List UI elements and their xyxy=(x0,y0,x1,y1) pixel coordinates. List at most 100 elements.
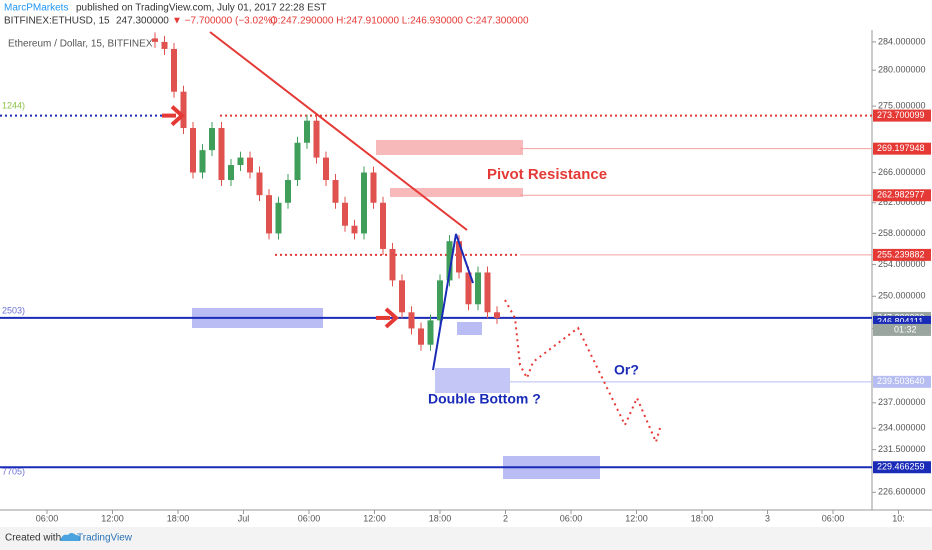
candle xyxy=(152,38,158,42)
candle xyxy=(304,120,310,143)
x-tick-label: 3 xyxy=(765,513,770,523)
x-tick-label: 12:00 xyxy=(363,513,386,523)
x-tick-label: 06:00 xyxy=(822,513,845,523)
candle xyxy=(399,280,405,313)
candle xyxy=(437,280,443,321)
candle xyxy=(380,202,386,249)
price-tag xyxy=(873,109,931,122)
price-tag-label: 229.466259 xyxy=(877,462,925,472)
timer: 01:32 xyxy=(894,324,917,334)
candle xyxy=(218,128,225,181)
logo xyxy=(60,533,81,541)
candle xyxy=(180,91,187,129)
price-tag-label: 246.804111 xyxy=(877,316,923,326)
x-tick-label: 18:00 xyxy=(429,513,452,523)
candle xyxy=(256,172,263,196)
candle xyxy=(199,150,206,173)
candle xyxy=(475,272,481,305)
candle xyxy=(484,272,491,313)
arrow-head xyxy=(170,105,185,127)
y-tick-label: 226.600000 xyxy=(878,487,926,497)
candle xyxy=(247,157,253,173)
y-tick-label: 262.000000 xyxy=(878,197,926,207)
candle xyxy=(190,128,196,173)
x-tick-label: 18:00 xyxy=(167,513,190,523)
annotation: Double Bottom ? xyxy=(428,391,541,407)
y-tick-label: 250.000000 xyxy=(878,291,926,301)
candle xyxy=(285,180,291,203)
y-tick-label: 284.000000 xyxy=(878,36,926,46)
price-tag-label: 239.503640 xyxy=(877,376,925,386)
candle xyxy=(427,320,434,345)
y-tick-label: 275.000000 xyxy=(878,101,926,111)
x-tick-label: Jul xyxy=(238,513,250,523)
price-tag xyxy=(873,375,931,388)
x-tick-label: 06:00 xyxy=(298,513,321,523)
arrow-head xyxy=(384,307,399,329)
x-tick-label: 06:00 xyxy=(36,513,59,523)
price-tag xyxy=(873,142,931,155)
author[interactable]: MarcPMarkets xyxy=(4,3,68,14)
published: published on TradingView.com, July 01, 2… xyxy=(76,3,327,14)
legend: Ethereum / Dollar, 15, BITFINEX xyxy=(8,39,153,50)
created-with: Created with xyxy=(5,533,61,544)
footer xyxy=(0,527,932,550)
ohlc: O:247.290000 H:247.910000 L:246.930000 C… xyxy=(270,16,529,27)
price-tag-label: 269.197948 xyxy=(877,143,925,153)
x-tick-label: 06:00 xyxy=(560,513,583,523)
x-tick-label: 18:00 xyxy=(691,513,714,523)
symbol: BITFINEX:ETHUSD, 15 xyxy=(4,16,110,27)
candle xyxy=(456,241,462,273)
candle xyxy=(389,248,396,281)
candle xyxy=(342,202,348,226)
projection xyxy=(504,299,661,445)
price-tag-label: 262.982977 xyxy=(877,190,925,200)
change: ▼ −7.700000 (−3.02%) xyxy=(172,16,276,27)
annotation: Pivot Resistance xyxy=(487,166,607,183)
y-tick-label: 258.000000 xyxy=(878,228,926,238)
candle xyxy=(370,172,377,203)
candle xyxy=(228,165,234,181)
left-label: 7705) xyxy=(2,466,25,476)
candle xyxy=(418,328,424,345)
candle xyxy=(275,202,282,234)
double-bottom-v xyxy=(432,233,474,371)
brand[interactable]: TradingView xyxy=(77,533,133,544)
y-tick-label: 234.000000 xyxy=(878,423,926,433)
resistance-zone xyxy=(376,140,523,155)
candle xyxy=(237,157,244,166)
candle xyxy=(408,312,415,329)
y-tick-label: 280.000000 xyxy=(878,65,926,75)
candle xyxy=(171,48,177,92)
candle xyxy=(332,180,339,203)
x-tick-label: 12:00 xyxy=(101,513,124,523)
y-tick-label: 254.000000 xyxy=(878,259,926,269)
left-label: 1244) xyxy=(2,100,25,110)
candle xyxy=(313,120,320,158)
candle xyxy=(351,225,358,234)
y-tick-label: 266.000000 xyxy=(878,167,926,177)
support-zone xyxy=(435,368,510,393)
price-tag-label: 255.239882 xyxy=(877,249,925,259)
candle xyxy=(161,41,168,49)
x-tick-label: 2 xyxy=(503,513,508,523)
price-tag xyxy=(873,189,931,202)
candle xyxy=(323,157,329,181)
resistance-zone xyxy=(390,188,523,197)
trend-line xyxy=(209,31,468,231)
candle xyxy=(361,172,367,234)
left-label: 2503) xyxy=(2,305,25,315)
y-tick-label: 237.000000 xyxy=(878,397,926,407)
candle xyxy=(294,142,301,181)
price-tag xyxy=(873,248,931,261)
annotation: Or? xyxy=(614,362,639,378)
candle xyxy=(446,241,453,281)
x-tick-label: 10: xyxy=(892,513,905,523)
candle xyxy=(209,128,215,151)
candle xyxy=(494,312,500,318)
price-tag-label: 273.700099 xyxy=(877,110,925,120)
timer-bg xyxy=(873,323,931,336)
price-tag xyxy=(873,461,931,474)
candle xyxy=(266,195,272,234)
